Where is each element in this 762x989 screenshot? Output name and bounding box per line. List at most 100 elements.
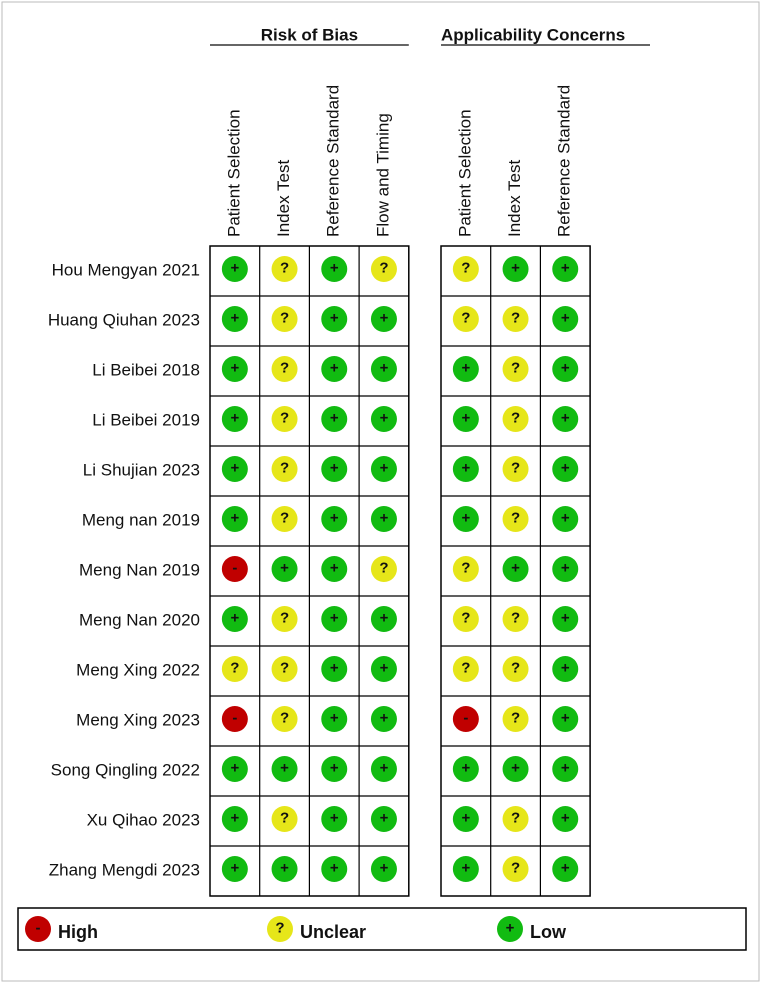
judgment-symbol: +	[380, 510, 389, 527]
judgment-dot	[552, 456, 579, 482]
judgment-symbol: ?	[280, 510, 289, 527]
study-label: Zhang Mengdi 2023	[49, 860, 200, 879]
judgment-symbol: +	[561, 410, 570, 427]
judgment-symbol: +	[230, 510, 239, 527]
study-label: Huang Qiuhan 2023	[48, 310, 200, 329]
judgment-dot	[321, 556, 348, 582]
judgment-dot	[271, 556, 298, 582]
judgment-dot	[552, 606, 579, 632]
judgment-symbol: +	[561, 610, 570, 627]
judgment-dot	[221, 506, 248, 532]
judgment-symbol: +	[380, 810, 389, 827]
judgment-dot	[370, 806, 397, 832]
judgment-dot	[221, 556, 248, 582]
judgment-dot	[370, 856, 397, 882]
judgment-dot	[552, 556, 579, 582]
judgment-dot	[271, 256, 298, 282]
judgment-dot	[452, 556, 479, 582]
legend-box	[17, 907, 747, 951]
judgment-symbol: +	[230, 860, 239, 877]
judgment-symbol: +	[330, 560, 339, 577]
judgment-symbol: ?	[511, 360, 520, 377]
judgment-dot	[370, 756, 397, 782]
judgment-dot	[552, 256, 579, 282]
judgment-dot	[271, 856, 298, 882]
judgment-dot	[321, 856, 348, 882]
judgment-dot	[221, 456, 248, 482]
study-label: Meng Xing 2022	[76, 660, 200, 679]
judgment-dot	[221, 806, 248, 832]
judgment-symbol: +	[561, 360, 570, 377]
judgment-dot	[502, 706, 529, 732]
judgment-symbol: +	[561, 560, 570, 577]
judgment-symbol: +	[380, 360, 389, 377]
judgment-dot	[221, 406, 248, 432]
judgment-dot	[321, 606, 348, 632]
judgment-symbol: ?	[280, 710, 289, 727]
judgment-symbol: +	[330, 460, 339, 477]
judgment-symbol: ?	[511, 460, 520, 477]
group-title: Applicability Concerns	[441, 25, 625, 44]
column-header: Patient Selection	[224, 109, 243, 237]
study-label: Meng Xing 2023	[76, 710, 200, 729]
judgment-symbol: ?	[511, 510, 520, 527]
judgment-symbol: +	[461, 360, 470, 377]
judgment-dot	[552, 856, 579, 882]
judgment-symbol: ?	[461, 260, 470, 277]
legend-symbol: +	[506, 920, 515, 937]
judgment-symbol: +	[230, 410, 239, 427]
judgment-symbol: +	[511, 560, 520, 577]
judgment-dot	[271, 456, 298, 482]
judgment-symbol: ?	[511, 610, 520, 627]
judgment-symbol: +	[561, 810, 570, 827]
judgment-dot	[321, 256, 348, 282]
judgment-symbol: +	[561, 460, 570, 477]
judgment-dot	[502, 556, 529, 582]
judgment-dot	[370, 306, 397, 332]
judgment-symbol: +	[461, 860, 470, 877]
judgment-dot	[502, 256, 529, 282]
judgment-dot	[321, 656, 348, 682]
judgment-symbol: ?	[461, 560, 470, 577]
column-header: Index Test	[505, 160, 524, 237]
judgment-symbol: ?	[280, 810, 289, 827]
judgment-symbol: ?	[280, 260, 289, 277]
judgment-symbol: ?	[230, 660, 239, 677]
judgment-symbol: ?	[280, 610, 289, 627]
legend-symbol: ?	[275, 920, 284, 937]
judgment-dot	[221, 606, 248, 632]
judgment-symbol: +	[330, 510, 339, 527]
judgment-symbol: ?	[280, 360, 289, 377]
judgment-dot	[502, 856, 529, 882]
judgment-symbol: +	[511, 260, 520, 277]
judgment-symbol: -	[463, 710, 468, 727]
judgment-symbol: ?	[511, 810, 520, 827]
judgment-dot	[221, 656, 248, 682]
judgment-symbol: +	[330, 710, 339, 727]
judgment-symbol: +	[330, 610, 339, 627]
judgment-dot	[452, 456, 479, 482]
judgment-dot	[502, 606, 529, 632]
legend-label: High	[58, 922, 98, 942]
judgment-symbol: +	[280, 560, 289, 577]
judgment-symbol: +	[330, 860, 339, 877]
judgment-dot	[452, 856, 479, 882]
judgment-dot	[502, 656, 529, 682]
judgment-dot	[552, 656, 579, 682]
judgment-dot	[452, 306, 479, 332]
study-label: Meng Nan 2020	[79, 610, 200, 629]
legend-dot	[267, 916, 293, 942]
judgment-dot	[221, 256, 248, 282]
judgment-dot	[321, 506, 348, 532]
column-header: Index Test	[274, 160, 293, 237]
judgment-dot	[221, 306, 248, 332]
judgment-symbol: +	[561, 710, 570, 727]
judgment-symbol: +	[280, 760, 289, 777]
judgment-symbol: +	[511, 760, 520, 777]
judgment-symbol: +	[230, 610, 239, 627]
judgment-symbol: +	[380, 710, 389, 727]
judgment-dot	[452, 706, 479, 732]
judgment-symbol: +	[461, 510, 470, 527]
judgment-symbol: +	[380, 760, 389, 777]
